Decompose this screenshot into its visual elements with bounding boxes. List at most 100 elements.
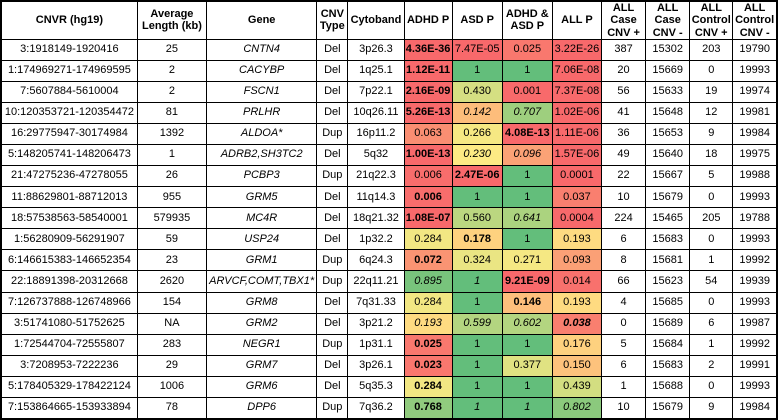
cell-cnv-type: Del [316, 81, 349, 104]
cell-asd_p: 1 [451, 396, 503, 420]
cell-all_control_cnv_neg: 19981 [732, 102, 778, 125]
cell-all_case_cnv_pos: 8 [600, 249, 647, 272]
cell-adhd_asd_p: 1 [501, 165, 553, 188]
cell-all_case_cnv_pos: 10 [600, 396, 647, 420]
cell-all_case_cnv_neg: 15648 [645, 102, 691, 125]
cell-avg-length: NA [136, 312, 208, 335]
cell-adhd_asd_p: 0.602 [501, 312, 553, 335]
cell-adhd_p: 0.768 [403, 396, 453, 420]
cell-cytoband: 3p26.3 [347, 38, 405, 61]
table-row: 5:178405329-178422124 1006 GRM6 Del 5q35.3 0.… [0, 375, 778, 398]
cell-all_p: 1.02E-06 [551, 102, 603, 125]
cell-asd_p: 1 [451, 333, 503, 356]
cell-cytoband: 7q31.33 [347, 291, 405, 314]
cell-gene: NEGR1 [206, 333, 318, 356]
cell-all_p: 0.193 [551, 228, 603, 251]
cell-all_p: 7.37E-08 [551, 81, 603, 104]
cell-cytoband: 5q35.3 [347, 375, 405, 398]
cell-asd_p: 0.599 [451, 312, 503, 335]
cell-avg-length: 1 [136, 144, 208, 167]
cell-all_control_cnv_neg: 19790 [732, 38, 778, 61]
cell-all_control_cnv_pos: 5 [689, 165, 734, 188]
table-row: 6:146615383-146652354 23 GRM1 Dup 6q24.3 0.07… [0, 249, 778, 272]
cell-asd_p: 1 [451, 59, 503, 83]
cell-adhd_p: 0.025 [403, 333, 453, 356]
column-header-all_case_cnv_neg: ALL Case CNV - [645, 0, 691, 40]
table-row: 11:88629801-88712013 955 GRM5 Del 11q14.3 0.0… [0, 186, 778, 209]
cell-all_case_cnv_pos: 22 [600, 165, 647, 188]
cell-adhd_asd_p: 0.271 [501, 249, 553, 272]
cell-adhd_p: 0.072 [403, 249, 453, 272]
cell-cnvr: 3:7208953-7222236 [0, 354, 138, 377]
cell-cytoband: 18q21.32 [347, 207, 405, 230]
cell-adhd_p: 0.006 [403, 186, 453, 209]
cell-all_p: 0.150 [551, 354, 603, 377]
cell-avg-length: 25 [136, 38, 208, 61]
cell-adhd_asd_p: 0.146 [501, 291, 553, 314]
cell-all_case_cnv_neg: 15679 [645, 396, 691, 420]
cell-cnv-type: Dup [316, 123, 349, 146]
cell-cnv-type: Del [316, 144, 349, 167]
cell-avg-length: 579935 [136, 207, 208, 230]
cell-adhd_asd_p: 0.001 [501, 81, 553, 104]
cell-all_control_cnv_neg: 19993 [732, 375, 778, 398]
cell-adhd_p: 0.284 [403, 375, 453, 398]
cell-cnvr: 3:1918149-1920416 [0, 38, 138, 61]
cell-avg-length: 78 [136, 396, 208, 420]
cell-cnvr: 1:56280909-56291907 [0, 228, 138, 251]
cell-asd_p: 2.47E-06 [451, 165, 503, 188]
table-body: 3:1918149-1920416 25 CNTN4 Del 3p26.3 4.36E-3… [0, 38, 778, 420]
cell-avg-length: 23 [136, 249, 208, 272]
cell-cytoband: 1q25.1 [347, 59, 405, 83]
cell-gene: ARVCF,COMT,TBX1* [206, 270, 318, 293]
cell-all_p: 0.014 [551, 270, 603, 293]
cell-all_case_cnv_neg: 15683 [645, 354, 691, 377]
cell-all_case_cnv_neg: 15684 [645, 333, 691, 356]
cell-cnv-type: Del [316, 375, 349, 398]
cell-all_control_cnv_pos: 203 [689, 38, 734, 61]
cell-adhd_p: 1.12E-11 [403, 59, 453, 83]
cell-cnvr: 18:57538563-58540001 [0, 207, 138, 230]
cell-cnvr: 5:148205741-148206473 [0, 144, 138, 167]
cell-cnv-type: Dup [316, 249, 349, 272]
column-header-asd_p: ASD P [451, 0, 503, 40]
cell-all_case_cnv_pos: 5 [600, 333, 647, 356]
cell-adhd_asd_p: 1 [501, 59, 553, 83]
cell-cnvr: 22:18891398-20312668 [0, 270, 138, 293]
cell-all_control_cnv_neg: 19974 [732, 81, 778, 104]
cell-cytoband: 10q26.11 [347, 102, 405, 125]
cell-all_control_cnv_neg: 19992 [732, 333, 778, 356]
cell-adhd_asd_p: 0.377 [501, 354, 553, 377]
cell-all_case_cnv_pos: 4 [600, 291, 647, 314]
cell-all_control_cnv_pos: 0 [689, 186, 734, 209]
cell-all_case_cnv_neg: 15685 [645, 291, 691, 314]
column-header-adhd_p: ADHD P [403, 0, 453, 40]
cell-all_p: 0.093 [551, 249, 603, 272]
cell-cnvr: 7:5607884-5610004 [0, 81, 138, 104]
cell-adhd_p: 5.26E-13 [403, 102, 453, 125]
cell-all_case_cnv_pos: 6 [600, 354, 647, 377]
cell-all_p: 0.176 [551, 333, 603, 356]
cell-all_case_cnv_pos: 6 [600, 228, 647, 251]
table-header-row: CNVR (hg19) Average Length (kb) Gene CNV Ty… [0, 0, 778, 40]
table-row: 5:148205741-148206473 1 ADRB2,SH3TC2 Del 5q3… [0, 144, 778, 167]
table-row: 1:174969271-174969595 2 CACYBP Del 1q25.1 1.1… [0, 59, 778, 83]
cell-all_control_cnv_neg: 19984 [732, 123, 778, 146]
table-row: 22:18891398-20312668 2620 ARVCF,COMT,TBX1*… [0, 270, 778, 293]
cell-all_case_cnv_neg: 15623 [645, 270, 691, 293]
cell-cnv-type: Del [316, 291, 349, 314]
cell-all_p: 0.0004 [551, 207, 603, 230]
cell-all_case_cnv_neg: 15681 [645, 249, 691, 272]
cell-all_p: 1.57E-06 [551, 144, 603, 167]
cell-asd_p: 0.230 [451, 144, 503, 167]
table-row: 18:57538563-58540001 579935 MC4R Del 18q21.3… [0, 207, 778, 230]
cell-all_case_cnv_neg: 15653 [645, 123, 691, 146]
cell-gene: DPP6 [206, 396, 318, 420]
cell-all_case_cnv_pos: 49 [600, 144, 647, 167]
table-row: 3:7208953-7222236 29 GRM7 Del 3p26.1 0.023 1 0.… [0, 354, 778, 377]
cell-all_control_cnv_neg: 19939 [732, 270, 778, 293]
column-header-avg_length_kb: Average Length (kb) [136, 0, 208, 40]
cell-gene: USP24 [206, 228, 318, 251]
cell-adhd_asd_p: 0.641 [501, 207, 553, 230]
cell-all_case_cnv_neg: 15667 [645, 165, 691, 188]
